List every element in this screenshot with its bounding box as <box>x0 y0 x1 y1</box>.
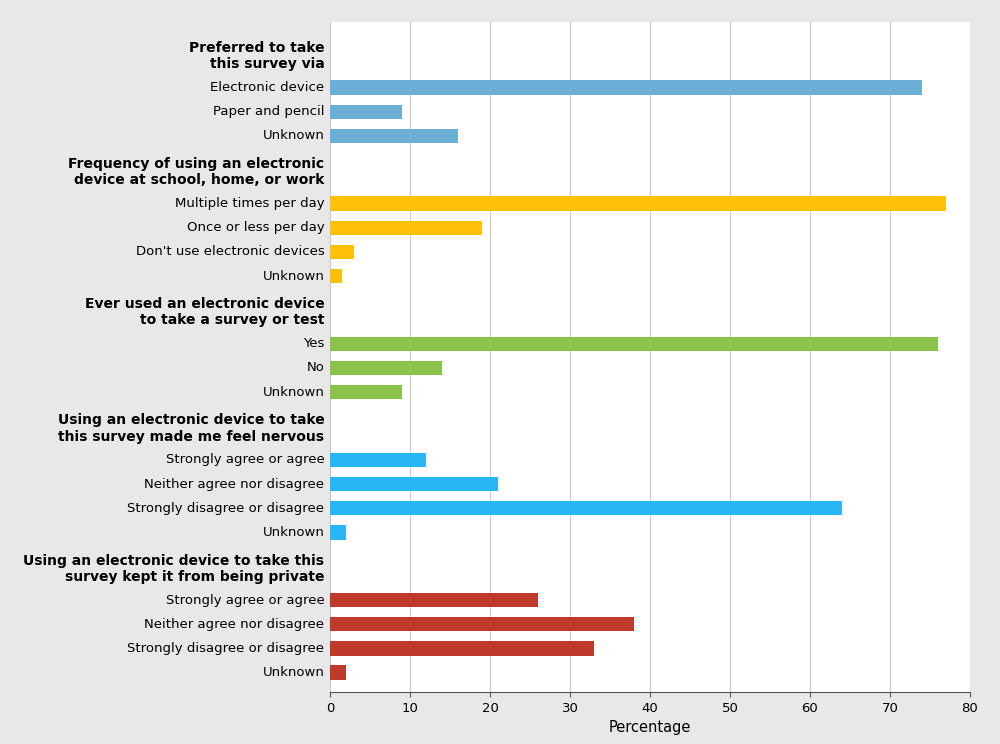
Bar <box>330 196 946 211</box>
Bar <box>330 269 342 283</box>
Bar <box>330 665 346 680</box>
Bar <box>330 104 402 119</box>
Bar <box>330 641 594 655</box>
Bar <box>330 361 442 375</box>
Bar <box>330 525 346 539</box>
Bar <box>330 245 354 259</box>
Bar <box>330 385 402 400</box>
Bar <box>330 129 458 143</box>
Bar <box>330 617 634 632</box>
Bar <box>330 477 498 491</box>
X-axis label: Percentage: Percentage <box>609 720 691 735</box>
Bar <box>330 452 426 467</box>
Bar <box>330 336 938 351</box>
Bar <box>330 80 922 94</box>
Bar <box>330 220 482 235</box>
Bar <box>330 593 538 607</box>
Bar <box>330 501 842 516</box>
